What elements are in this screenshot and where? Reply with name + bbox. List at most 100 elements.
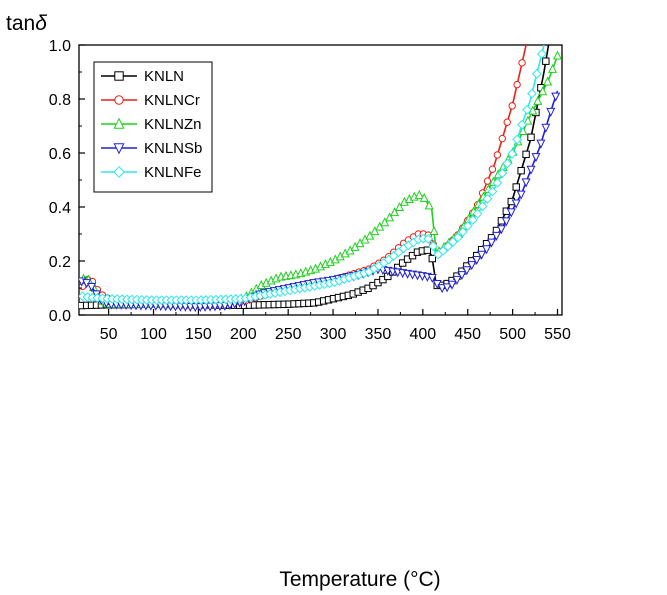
data-point-marker xyxy=(527,133,535,141)
data-point-marker xyxy=(553,50,562,60)
data-point-marker xyxy=(482,193,493,204)
data-point-marker xyxy=(522,150,530,159)
data-point-marker xyxy=(503,118,511,126)
y-axis-title-main: tan xyxy=(6,12,35,35)
x-tick-label: 350 xyxy=(365,326,392,343)
data-point-marker xyxy=(536,139,546,149)
x-tick-label: 200 xyxy=(230,326,257,343)
data-point-marker xyxy=(113,117,125,129)
data-point-marker xyxy=(365,230,375,240)
data-point-marker xyxy=(501,217,511,227)
data-point-marker xyxy=(493,151,502,159)
data-point-marker xyxy=(492,177,503,188)
data-point-marker xyxy=(483,177,492,185)
data-point-marker xyxy=(511,199,521,209)
legend-label: KNLNZn xyxy=(144,116,202,133)
data-point-marker xyxy=(533,95,543,105)
data-point-marker xyxy=(429,225,439,235)
data-point-marker xyxy=(375,221,385,231)
data-point-marker xyxy=(114,95,124,105)
data-point-marker xyxy=(526,165,536,175)
data-point-marker xyxy=(390,207,400,217)
legend: KNLN KNLNCr KNLNZn KNLNSb KNLNFe xyxy=(93,61,213,193)
x-tick-label: 300 xyxy=(320,326,347,343)
x-tick-label: 50 xyxy=(100,326,118,343)
y-tick-label: 0.0 xyxy=(49,308,71,325)
data-point-marker xyxy=(527,88,537,99)
x-tick-label: 550 xyxy=(544,326,571,343)
y-tick-label: 0.6 xyxy=(49,146,71,163)
x-tick-label: 450 xyxy=(454,326,481,343)
data-point-marker xyxy=(427,274,437,284)
data-point-marker xyxy=(542,57,550,65)
data-point-marker xyxy=(457,271,467,281)
data-point-marker xyxy=(87,282,97,292)
data-point-marker xyxy=(522,104,532,115)
data-point-marker xyxy=(447,280,457,290)
data-point-marker xyxy=(551,92,561,102)
x-tick-label: 150 xyxy=(185,326,212,343)
data-point-marker xyxy=(482,245,492,255)
data-point-marker xyxy=(472,208,483,219)
legend-label: KNLNCr xyxy=(144,92,200,109)
data-point-marker xyxy=(498,134,506,143)
x-tick-label: 400 xyxy=(409,326,436,343)
data-point-marker xyxy=(531,153,541,163)
data-point-marker xyxy=(513,80,521,89)
legend-label: KNLNSb xyxy=(144,140,202,157)
data-point-marker xyxy=(394,201,405,211)
data-point-marker xyxy=(428,241,439,252)
data-point-marker xyxy=(523,115,533,125)
data-point-marker xyxy=(385,212,395,222)
data-point-marker xyxy=(546,107,556,117)
y-tick-label: 0.8 xyxy=(49,92,71,109)
y-axis-title-symbol: δ xyxy=(35,12,47,35)
series-layer xyxy=(79,45,562,313)
y-tick-label: 0.4 xyxy=(49,200,71,217)
data-point-marker xyxy=(452,232,463,243)
data-point-marker xyxy=(543,76,553,86)
data-point-marker xyxy=(487,186,498,197)
data-point-marker xyxy=(423,233,434,244)
x-tick-label: 500 xyxy=(499,326,526,343)
data-point-marker xyxy=(497,168,508,179)
ticks-layer: 50 100 150 200 250 300 350 400 450 500 550 0.0 0.2 0.… xyxy=(49,38,571,343)
data-point-marker xyxy=(536,49,547,59)
data-point-marker xyxy=(512,183,520,191)
data-point-marker xyxy=(462,220,473,231)
data-point-marker xyxy=(380,217,390,227)
x-tick-label: 250 xyxy=(275,326,302,343)
data-point-marker xyxy=(472,255,482,265)
data-point-marker xyxy=(518,59,526,67)
data-point-marker xyxy=(457,226,468,237)
data-point-marker xyxy=(398,259,407,267)
data-point-marker xyxy=(437,284,447,294)
data-point-marker xyxy=(370,226,380,236)
data-point-marker xyxy=(518,125,528,135)
data-point-marker xyxy=(424,200,434,210)
data-point-marker xyxy=(414,189,424,199)
data-point-marker xyxy=(113,143,125,155)
data-point-marker xyxy=(507,148,518,159)
data-point-marker xyxy=(438,245,448,256)
data-point-marker xyxy=(496,225,506,235)
y-tick-label: 1.0 xyxy=(49,38,71,55)
legend-box xyxy=(93,61,213,193)
data-point-marker xyxy=(452,275,462,285)
data-point-marker xyxy=(512,134,523,145)
data-point-marker xyxy=(521,178,531,188)
data-point-marker xyxy=(541,123,551,133)
data-point-marker xyxy=(516,190,526,200)
data-point-marker xyxy=(538,86,548,96)
data-point-marker xyxy=(491,231,501,241)
y-tick-label: 0.2 xyxy=(49,254,71,271)
data-point-marker xyxy=(423,246,432,254)
data-point-marker xyxy=(477,250,487,260)
data-point-marker xyxy=(113,166,125,178)
x-axis-title: Temperature (°C) xyxy=(279,568,440,591)
legend-label: KNLNFe xyxy=(144,164,202,181)
y-axis-title: tanδ xyxy=(6,12,47,35)
data-point-marker xyxy=(502,158,513,169)
data-point-marker xyxy=(488,165,497,173)
